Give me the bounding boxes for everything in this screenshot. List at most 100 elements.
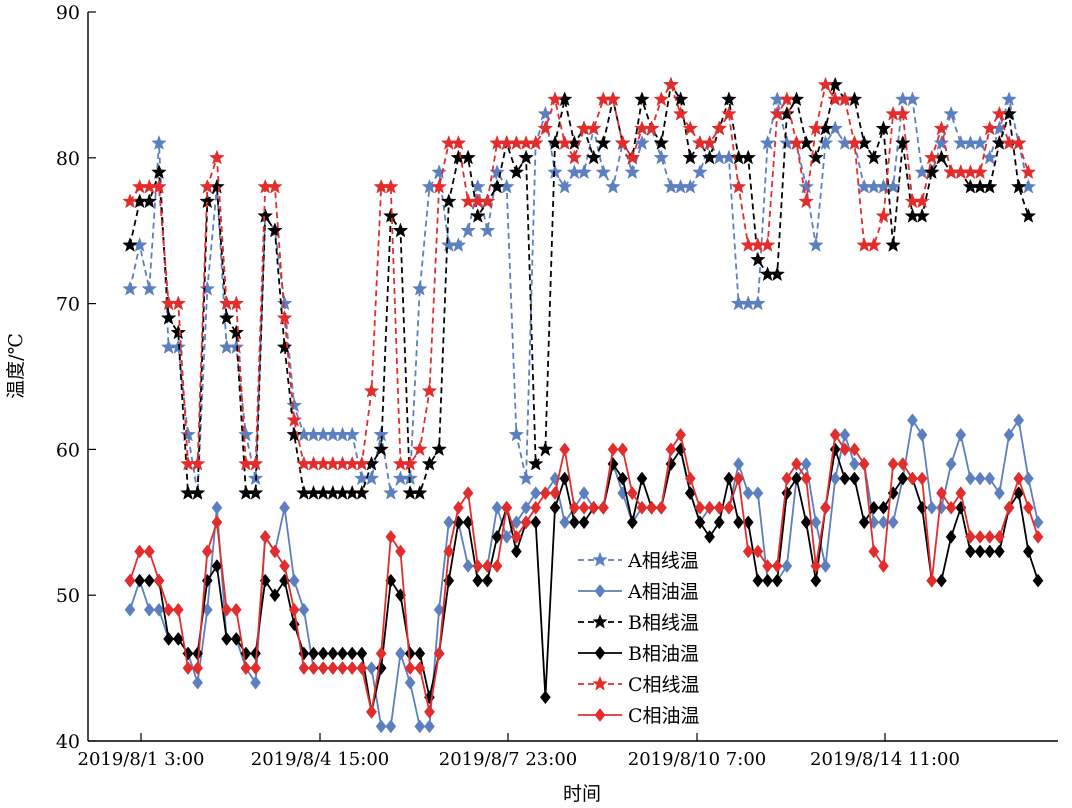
- star-marker: [933, 134, 950, 150]
- diamond-marker: [810, 515, 822, 530]
- star-marker: [412, 484, 428, 500]
- diamond-marker: [829, 427, 841, 442]
- diamond-marker: [800, 471, 812, 486]
- diamond-marker: [491, 500, 503, 515]
- diamond-marker: [810, 573, 822, 588]
- star-marker: [354, 455, 370, 471]
- star-marker: [354, 484, 370, 500]
- diamond-marker: [395, 544, 406, 559]
- legend: A相线温 A相油温 B相线温 B相油温 C相线温 C相油温: [578, 550, 700, 727]
- legend-label: B相线温: [628, 612, 699, 634]
- star-marker: [199, 280, 216, 296]
- diamond-marker: [684, 471, 696, 486]
- diamond-marker: [1022, 471, 1034, 486]
- diamond-marker: [539, 486, 551, 501]
- diamond-marker: [530, 486, 542, 501]
- star-marker: [788, 134, 805, 150]
- diamond-marker: [549, 486, 561, 501]
- star-marker: [141, 280, 158, 296]
- series-line: [129, 84, 1030, 494]
- star-marker: [141, 193, 158, 209]
- star-marker: [151, 134, 167, 150]
- diamond-marker: [346, 646, 358, 661]
- series-5: [122, 76, 1037, 471]
- star-marker: [779, 91, 795, 107]
- diamond-marker: [501, 500, 513, 515]
- diamond-marker: [134, 573, 146, 588]
- series-1: [122, 91, 1037, 500]
- diamond-marker: [559, 515, 571, 530]
- star-marker: [479, 222, 496, 238]
- star-marker: [972, 164, 988, 179]
- diamond-marker: [375, 646, 387, 661]
- star-marker: [682, 120, 699, 136]
- star-marker: [1001, 91, 1017, 107]
- diamond-marker: [1013, 413, 1025, 428]
- diamond-marker: [568, 515, 580, 530]
- star-marker: [276, 339, 293, 354]
- diamond-marker: [375, 719, 387, 734]
- star-marker: [566, 149, 583, 165]
- star-marker: [537, 120, 554, 136]
- star-marker: [421, 455, 438, 471]
- diamond-marker: [134, 544, 146, 559]
- diamond-marker: [897, 457, 909, 471]
- diamond-marker: [511, 515, 522, 530]
- diamond-marker: [713, 500, 725, 515]
- star-marker: [981, 178, 998, 194]
- star-marker: [1010, 178, 1027, 194]
- star-marker: [634, 134, 650, 150]
- y-tick-label: 40: [56, 731, 80, 753]
- star-marker: [218, 310, 235, 325]
- star-marker: [238, 426, 254, 442]
- diamond-marker: [868, 500, 880, 515]
- diamond-marker: [327, 661, 339, 676]
- y-tick-label: 90: [56, 2, 80, 24]
- diamond-marker: [491, 559, 503, 573]
- star-marker: [421, 382, 438, 398]
- star-marker: [267, 178, 283, 194]
- star-marker: [556, 134, 573, 150]
- star-marker: [692, 164, 708, 179]
- diamond-marker: [230, 632, 242, 646]
- star-marker: [460, 149, 476, 165]
- diamond-marker: [733, 457, 744, 471]
- series-line: [129, 84, 1030, 465]
- star-marker: [286, 426, 303, 442]
- star-marker: [624, 149, 641, 165]
- diamond-marker: [424, 704, 435, 719]
- diamond-marker: [607, 442, 619, 457]
- star-marker: [537, 441, 554, 457]
- legend-label: A相油温: [627, 581, 699, 603]
- diamond-marker: [800, 515, 812, 530]
- star-marker: [769, 105, 786, 121]
- star-marker: [605, 178, 621, 194]
- star-marker: [769, 266, 786, 282]
- diamond-marker: [539, 690, 551, 705]
- diamond-marker: [559, 471, 571, 486]
- diamond-marker: [713, 515, 725, 530]
- star-marker: [576, 164, 592, 179]
- diamond-marker: [936, 500, 947, 515]
- diamond-marker: [626, 486, 638, 501]
- diamond-marker: [414, 661, 426, 676]
- diamond-marker: [453, 500, 464, 515]
- diamond-marker: [385, 529, 397, 544]
- diamond-marker: [520, 500, 532, 515]
- star-marker: [750, 251, 766, 267]
- star-marker: [914, 193, 930, 209]
- diamond-marker: [936, 486, 947, 501]
- star-marker: [276, 309, 293, 325]
- star-marker: [875, 207, 892, 223]
- diamond-marker: [742, 486, 754, 501]
- legend-marker: [594, 708, 606, 722]
- star-marker: [450, 134, 467, 150]
- series-layer: [122, 76, 1044, 734]
- star-marker: [267, 222, 283, 238]
- star-marker: [170, 324, 187, 340]
- star-marker: [682, 149, 699, 165]
- star-marker: [556, 178, 573, 194]
- star-marker: [286, 411, 303, 427]
- star-marker: [469, 207, 486, 223]
- star-marker: [837, 91, 853, 107]
